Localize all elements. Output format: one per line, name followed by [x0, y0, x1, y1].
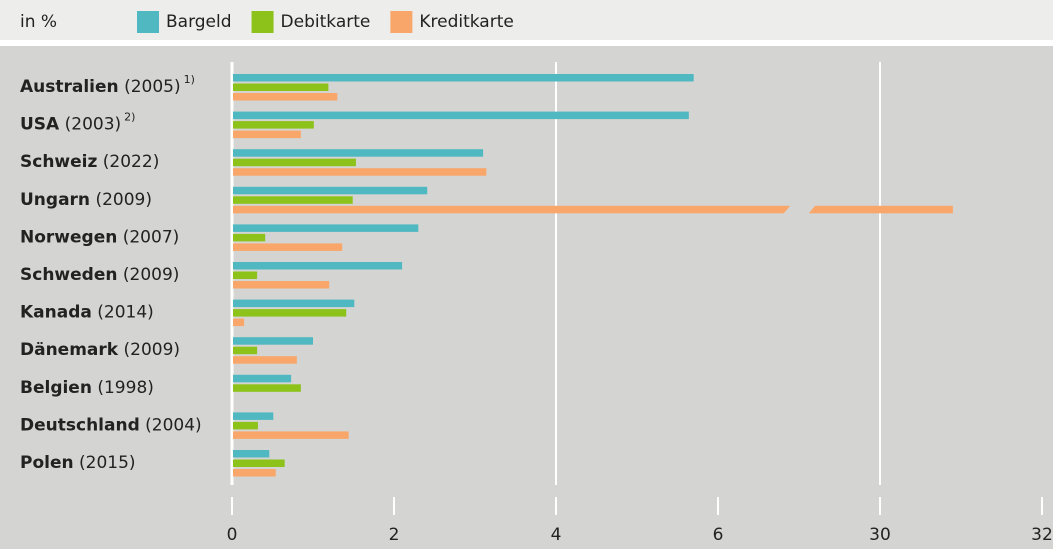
bar: [233, 356, 297, 364]
bar: [233, 74, 694, 82]
x-tick-label: 4: [551, 525, 562, 545]
year: (2004): [145, 415, 202, 435]
country: Belgien: [20, 378, 92, 398]
country: Polen: [20, 453, 74, 473]
bar: [233, 281, 330, 289]
category-label: Schweden (2009): [20, 265, 179, 285]
country: Schweiz: [20, 152, 97, 172]
bar: [233, 111, 689, 120]
bar: [233, 224, 419, 232]
category-label: Dänemark (2009): [20, 340, 180, 360]
bar: [233, 459, 285, 467]
year: (2022): [103, 152, 160, 172]
year: (2014): [97, 303, 154, 323]
country: Australien: [20, 77, 119, 97]
legend-label: Kreditkarte: [419, 12, 513, 32]
legend-swatch: [251, 11, 274, 33]
year: (2005): [124, 77, 181, 97]
bar: [233, 271, 258, 279]
axis-break: [783, 204, 816, 215]
x-tick-label: 32: [1031, 525, 1053, 545]
category-label: Ungarn (2009): [20, 190, 152, 210]
category-label: Schweiz (2022): [20, 152, 159, 172]
year: (2009): [123, 265, 180, 285]
year: (1998): [97, 378, 154, 398]
category-label: USA (2003) 2): [20, 111, 135, 135]
category-label: Norwegen (2007): [20, 227, 179, 247]
legend-label: Bargeld: [166, 12, 232, 32]
country: Ungarn: [20, 190, 90, 210]
bar: [233, 243, 343, 251]
bar: [233, 431, 349, 439]
bar: [233, 196, 353, 204]
unit-label: in %: [20, 12, 57, 32]
x-tick-label: 30: [869, 525, 891, 545]
bar: [233, 205, 953, 214]
bar: [233, 186, 428, 195]
legend-swatch: [137, 11, 159, 33]
year: (2009): [124, 340, 181, 360]
country: Norwegen: [20, 227, 117, 247]
bar: [233, 374, 292, 383]
country: Deutschland: [20, 415, 140, 435]
category-label: Deutschland (2004): [20, 415, 202, 435]
bar: [233, 309, 347, 317]
legend-swatch: [390, 11, 413, 33]
bar: [233, 168, 487, 176]
bar: [233, 233, 266, 242]
year: (2007): [123, 227, 180, 247]
legend-label: Debitkarte: [281, 12, 371, 32]
year: (2009): [95, 190, 152, 210]
bar: [233, 83, 329, 91]
bar: [233, 346, 258, 355]
footnote: 1): [184, 73, 195, 86]
legend-strip: [0, 0, 1053, 40]
country: Dänemark: [20, 340, 119, 360]
category-label: Kanada (2014): [20, 303, 154, 323]
category-label: Polen (2015): [20, 453, 136, 473]
bar: [233, 93, 338, 101]
country: Kanada: [20, 303, 92, 323]
year: (2015): [79, 453, 136, 473]
bar: [233, 337, 313, 345]
year: (2003): [65, 115, 122, 135]
bar: [233, 158, 356, 167]
plot-background: [0, 46, 1053, 549]
bar: [233, 299, 355, 308]
x-tick-label: 6: [713, 525, 724, 545]
x-tick-label: 0: [227, 525, 238, 545]
footnote: 2): [124, 111, 135, 124]
bar: [233, 262, 403, 270]
bar: [233, 469, 276, 477]
bar: [233, 318, 245, 327]
bar: [233, 149, 484, 157]
bar: [233, 450, 270, 458]
bar: [233, 121, 314, 129]
category-label: Australien (2005) 1): [20, 73, 195, 97]
country: Schweden: [20, 265, 117, 285]
bar: [233, 421, 258, 430]
country: USA: [20, 115, 60, 135]
bar: [233, 130, 301, 139]
bar: [233, 412, 274, 420]
bar: [233, 384, 301, 392]
x-tick-label: 2: [389, 525, 400, 545]
category-label: Belgien (1998): [20, 378, 154, 398]
